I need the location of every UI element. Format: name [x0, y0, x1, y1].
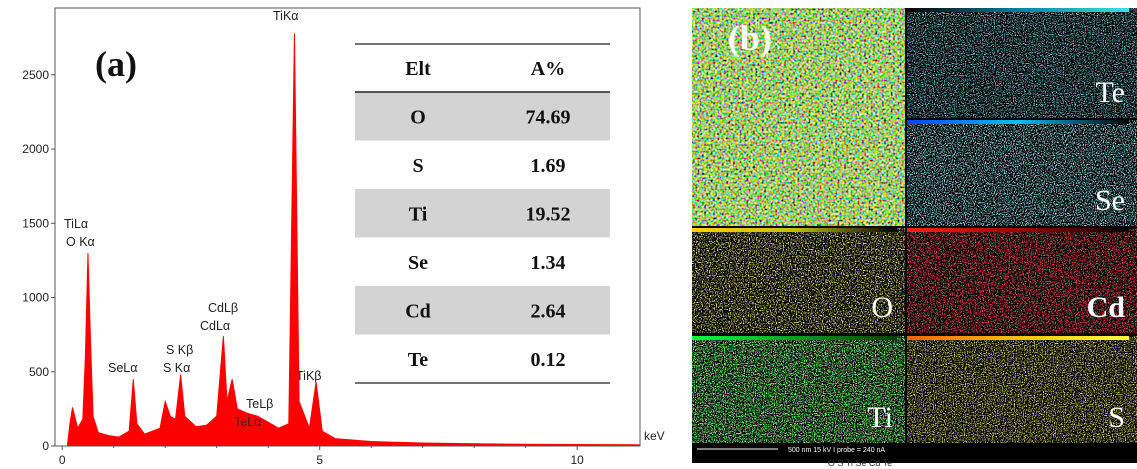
table-header: A% [531, 58, 565, 80]
panel-label: (b) [728, 18, 772, 58]
table-cell: 19.52 [526, 203, 571, 225]
table-cell: 1.69 [531, 155, 566, 177]
color-scale-bar [907, 228, 1129, 232]
element-map-noise [907, 120, 1137, 226]
table-cell: Ti [409, 203, 428, 225]
element-map-noise [907, 228, 1137, 333]
peak-label: TeLβ [246, 397, 273, 411]
peak-label: CdLβ [208, 301, 238, 315]
table-cell: Cd [405, 300, 431, 322]
table-cell: 74.69 [526, 106, 571, 128]
scale-bar-text: 500 nm 15 kV I probe = 240 nA [788, 447, 885, 454]
peak-label: TiLα [64, 217, 88, 231]
y-tick-label: 1000 [22, 291, 49, 305]
map-label: O [871, 291, 893, 324]
table: O 74.69 S 1.69 Ti 19.52 Se 1.34 Cd 2.64 Te 0.12 Elt A… [355, 43, 610, 384]
table-cell: 1.34 [531, 252, 566, 274]
y-tick-label: 2000 [22, 142, 49, 156]
color-scale-bar [907, 8, 1129, 12]
map-label: S [1108, 401, 1125, 434]
map-legend: O S Ti Se Cd Te [828, 458, 892, 468]
peak-label: TeLα [234, 415, 261, 429]
maps: Te Se O Cd Ti S 500 nm 15 kV I probe = 240 nA O… [692, 8, 1137, 468]
scale-strip [692, 443, 1137, 456]
element-map-noise [907, 8, 1137, 118]
x-tick-label: 10 [570, 453, 584, 467]
row-shade [355, 92, 610, 141]
color-scale-bar [907, 336, 1129, 340]
element-map-noise [907, 336, 1137, 443]
color-scale-bar [692, 336, 897, 340]
x-axis-label: keV [644, 429, 665, 443]
map-label: Ti [867, 401, 893, 434]
peak-label: TiKα [273, 9, 299, 23]
color-scale-bar [692, 228, 897, 232]
element-map-noise [692, 336, 905, 443]
table-cell: 0.12 [531, 349, 566, 371]
color-scale-bar [907, 120, 1129, 124]
table-header: Elt [405, 58, 431, 80]
map-label: Cd [1087, 291, 1126, 324]
peak-label: CdLα [200, 319, 230, 333]
peak-label: SeLα [108, 361, 137, 375]
peak-label: TiKβ [296, 369, 321, 383]
map-label: Te [1095, 76, 1125, 109]
table-cell: Se [408, 252, 428, 274]
row-shade [355, 189, 610, 238]
element-map-noise [692, 228, 905, 333]
x-tick-label: 5 [316, 453, 323, 467]
x-tick-label: 0 [59, 453, 66, 467]
row-shade [355, 286, 610, 335]
y-tick-label: 0 [42, 439, 49, 453]
y-tick-label: 2500 [22, 68, 49, 82]
peak-label: S Kβ [166, 343, 193, 357]
table-cell: 2.64 [531, 300, 566, 322]
composite-map [692, 8, 905, 226]
map-label: Se [1095, 184, 1125, 217]
peak-label: S Kα [163, 361, 190, 375]
panel-label: (a) [95, 44, 137, 84]
table-cell: O [410, 106, 426, 128]
table-cell: Te [408, 349, 429, 371]
spectrum [66, 33, 640, 447]
y-tick-label: 1500 [22, 216, 49, 230]
peak-label: O Kα [66, 235, 95, 249]
y-tick-label: 500 [29, 365, 49, 379]
table-cell: S [412, 155, 423, 177]
